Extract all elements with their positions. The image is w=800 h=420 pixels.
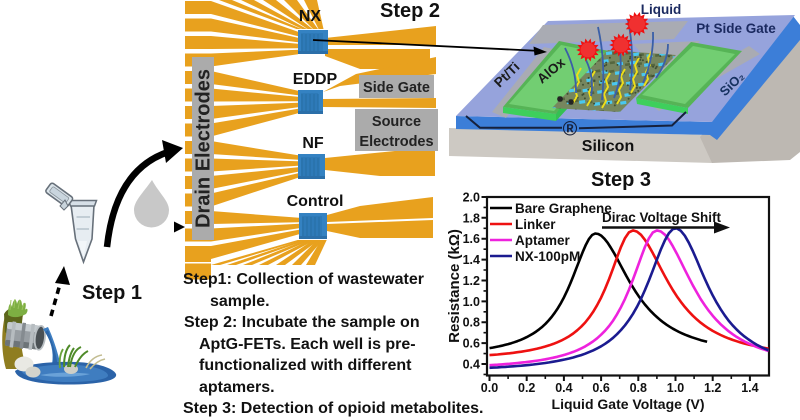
svg-text:1.8: 1.8: [463, 211, 480, 225]
svg-text:1.2: 1.2: [704, 381, 721, 395]
svg-text:1.4: 1.4: [463, 253, 480, 267]
svg-text:Electrodes: Electrodes: [359, 134, 433, 150]
svg-text:Resistance (kΩ): Resistance (kΩ): [446, 229, 463, 343]
svg-text:NX-100pM: NX-100pM: [515, 249, 580, 264]
svg-text:Step 3: Step 3: [591, 169, 651, 191]
svg-text:EDDP: EDDP: [293, 71, 338, 88]
svg-text:Dirac Voltage Shift: Dirac Voltage Shift: [602, 210, 722, 225]
svg-text:Side Gate: Side Gate: [363, 80, 430, 96]
svg-text:0.8: 0.8: [630, 381, 647, 395]
svg-text:Bare Graphene: Bare Graphene: [515, 201, 612, 216]
svg-text:Liquid Gate Voltage (V): Liquid Gate Voltage (V): [552, 396, 705, 412]
svg-text:Step 2: Step 2: [380, 0, 440, 22]
svg-text:Liquid: Liquid: [641, 2, 682, 17]
svg-text:Linker: Linker: [515, 217, 556, 232]
svg-text:Step 1: Step 1: [82, 282, 142, 304]
svg-text:1.4: 1.4: [741, 381, 758, 395]
svg-text:Silicon: Silicon: [582, 138, 634, 155]
svg-text:1.6: 1.6: [463, 232, 480, 246]
svg-text:0.0: 0.0: [481, 381, 498, 395]
svg-text:®: ®: [563, 119, 578, 141]
svg-text:1.2: 1.2: [463, 274, 480, 288]
svg-text:0.4: 0.4: [555, 381, 572, 395]
svg-text:1.0: 1.0: [463, 295, 480, 309]
svg-text:0.2: 0.2: [518, 381, 535, 395]
svg-text:1.0: 1.0: [667, 381, 684, 395]
svg-text:Pt Side Gate: Pt Side Gate: [696, 21, 776, 36]
svg-text:0.8: 0.8: [463, 316, 480, 330]
svg-text:Aptamer: Aptamer: [515, 233, 571, 248]
svg-text:0.4: 0.4: [463, 358, 480, 372]
svg-text:Control: Control: [287, 193, 344, 210]
svg-text:Drain Electrodes: Drain Electrodes: [193, 69, 215, 228]
svg-text:0.6: 0.6: [592, 381, 609, 395]
svg-text:NX: NX: [299, 8, 322, 25]
svg-text:Source: Source: [372, 114, 421, 130]
svg-text:2.0: 2.0: [463, 191, 480, 205]
svg-text:NF: NF: [302, 135, 324, 152]
svg-text:0.6: 0.6: [463, 337, 480, 351]
